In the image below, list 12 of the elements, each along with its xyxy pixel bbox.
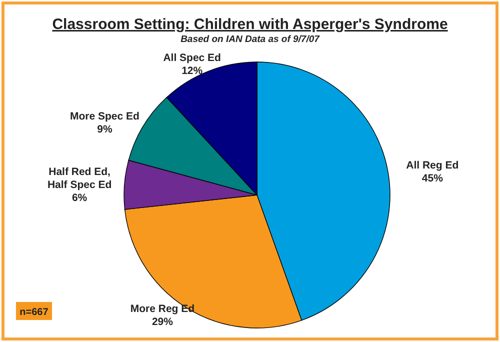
data-label: 45% xyxy=(422,172,444,184)
data-label: 6% xyxy=(72,192,88,204)
data-label: 12% xyxy=(182,65,204,78)
data-label: 29% xyxy=(152,316,174,328)
chart-subtitle: Based on IAN Data as of 9/7/07 xyxy=(180,34,320,45)
slice-label: All Spec Ed xyxy=(163,52,221,64)
data-label: 9% xyxy=(97,123,113,136)
text: n=667 xyxy=(20,307,49,318)
slice-label: All Reg Ed xyxy=(406,159,459,172)
slice-label: More Spec Ed xyxy=(70,110,140,122)
chart-title: Classroom Setting: Children with Asperger's Syndrome xyxy=(52,16,448,33)
slice-label: Half Red Ed, Half Spec Ed xyxy=(47,166,112,192)
